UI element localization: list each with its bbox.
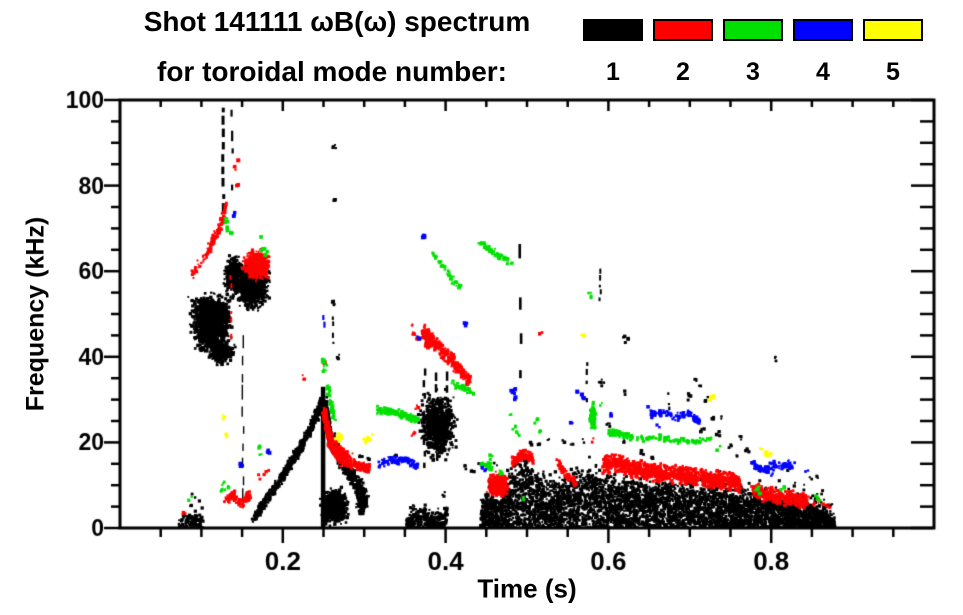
legend-label-5: 5 <box>886 58 900 86</box>
legend-swatch-2 <box>653 19 713 41</box>
legend-item-4: 4 <box>793 19 853 85</box>
legend-swatch-4 <box>793 19 853 41</box>
legend-swatch-3 <box>723 19 783 41</box>
chart-title-line-2: for toroidal mode number: <box>157 56 507 87</box>
legend-label-4: 4 <box>816 58 830 86</box>
legend-label-1: 1 <box>606 58 620 86</box>
mode-number-legend: 1 2 3 4 5 <box>583 19 923 85</box>
y-axis-label: Frequency (kHz) <box>21 216 50 412</box>
legend-swatch-1 <box>583 19 643 41</box>
legend-item-3: 3 <box>723 19 783 85</box>
legend-label-2: 2 <box>676 58 690 86</box>
legend-item-1: 1 <box>583 19 643 85</box>
legend-item-5: 5 <box>863 19 923 85</box>
legend-swatch-5 <box>863 19 923 41</box>
legend-label-3: 3 <box>746 58 760 86</box>
x-axis-label: Time (s) <box>477 573 577 604</box>
legend-item-2: 2 <box>653 19 713 85</box>
chart-title-line-1: Shot 141111 ωB(ω) spectrum <box>143 6 531 37</box>
